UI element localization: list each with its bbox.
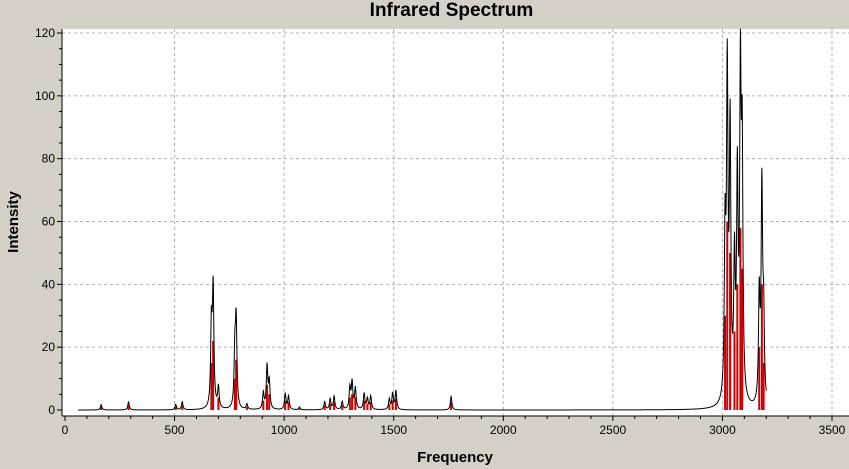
x-tick-label: 500	[165, 423, 185, 437]
x-tick-label: 1000	[271, 423, 298, 437]
x-tick-label: 2500	[600, 423, 627, 437]
x-tick-label: 2000	[490, 423, 517, 437]
x-tick-label: 0	[62, 423, 69, 437]
y-axis-label: Intensity	[5, 191, 22, 253]
x-tick-label: 3500	[819, 423, 846, 437]
spectrum-curve	[78, 28, 767, 411]
chart-title: Infrared Spectrum	[369, 0, 534, 21]
plot-area	[62, 29, 849, 416]
axes: 0 500 1000 1500 2000 2500 3000 3500 0 20 40 60 80 100…	[35, 26, 849, 437]
stick-spectrum	[100, 221, 765, 410]
y-tick-label: 60	[42, 215, 56, 229]
x-axis-label: Frequency	[417, 449, 494, 466]
y-tick-label: 0	[48, 403, 55, 417]
y-tick-label: 20	[42, 340, 56, 354]
x-tick-label: 3000	[709, 423, 736, 437]
y-tick-label: 100	[35, 89, 55, 103]
y-tick-label: 80	[42, 152, 56, 166]
y-tick-label: 120	[35, 26, 55, 40]
y-tick-label: 40	[42, 277, 56, 291]
grid-lines	[62, 29, 849, 416]
x-tick-label: 1500	[380, 423, 407, 437]
